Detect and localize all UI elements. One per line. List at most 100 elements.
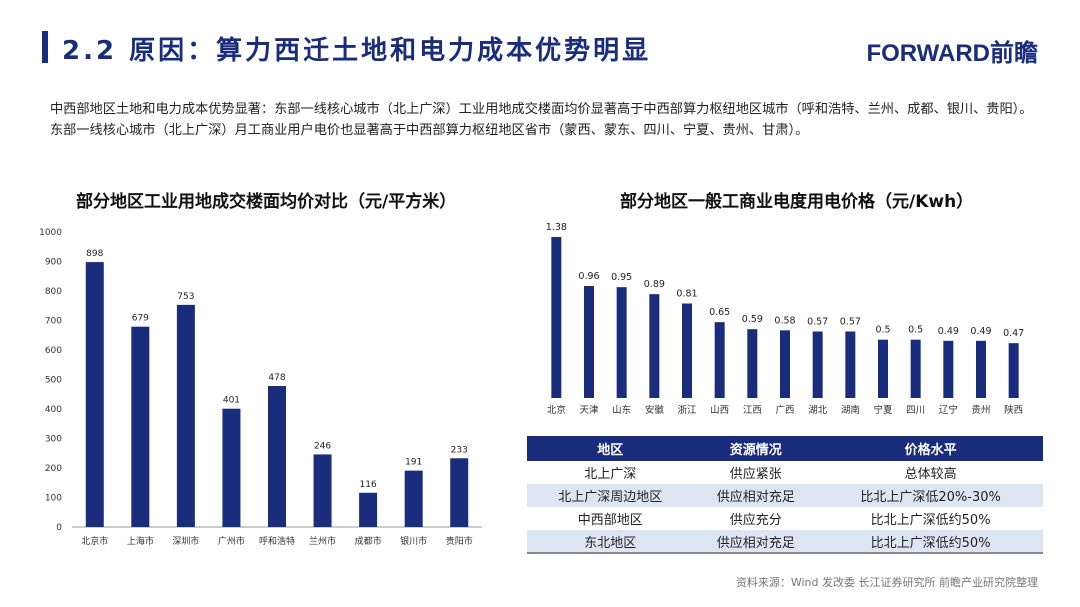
x-tick-label: 贵阳市: [446, 535, 473, 547]
bar: [976, 340, 986, 398]
cell: 北上广深周边地区: [527, 484, 694, 507]
table-header: 资源情况: [693, 436, 819, 461]
chart1-title: 部分地区工业用地成交楼面均价对比（元/平方米）: [76, 192, 457, 212]
data-label: 116: [360, 480, 377, 490]
y-tick-label: 0: [56, 523, 62, 533]
cell: 北上广深: [584, 467, 637, 482]
table-header: 价格水平: [818, 436, 1043, 461]
y-tick-label: 600: [45, 346, 62, 356]
source-note: 资料来源：Wind 发改委 长江证券研究所 前瞻产业研究院整理: [735, 576, 1038, 589]
table-row: 中西部地区 供应充分 比北上广深低约50%: [527, 507, 1043, 530]
bar: [910, 339, 921, 398]
bar: [649, 294, 660, 398]
cell: 供应充分: [729, 513, 782, 528]
bar: [878, 339, 888, 398]
bar: [131, 326, 150, 527]
data-label: 753: [177, 292, 194, 302]
cell: 比北上广深低约50%: [818, 530, 1043, 554]
data-label: 478: [268, 373, 285, 383]
bar: [359, 492, 378, 527]
data-label: 0.49: [970, 326, 991, 337]
table-row: 北上广深 供应紧张 总体较高: [527, 461, 1043, 484]
x-tick-label: 广州市: [218, 535, 245, 547]
bar: [85, 262, 104, 527]
data-label: 401: [223, 396, 240, 406]
x-tick-label: 辽宁: [939, 404, 958, 416]
x-tick-label: 湖北: [808, 405, 828, 416]
x-tick-label: 北京: [547, 404, 566, 416]
x-tick-label: 兰州市: [309, 535, 336, 547]
data-label: 679: [132, 314, 149, 324]
y-tick-label: 800: [45, 287, 62, 297]
data-label: 191: [405, 458, 422, 468]
cell: 供应相对充足: [693, 484, 819, 507]
data-label: 0.57: [807, 317, 828, 328]
cell: 比北上广深低20%-30%: [818, 484, 1043, 507]
x-tick-label: 山东: [612, 404, 631, 416]
y-tick-label: 300: [45, 435, 62, 445]
y-tick-label: 1000: [39, 228, 62, 238]
x-tick-label: 贵州: [971, 404, 990, 416]
x-tick-label: 深圳市: [172, 535, 199, 547]
data-label: 0.49: [938, 326, 959, 337]
x-tick-label: 成都市: [355, 535, 382, 547]
x-tick-label: 江西: [743, 405, 762, 416]
cell: 供应相对充足: [693, 530, 819, 554]
bar: [747, 329, 758, 398]
cell: 中西部地区: [577, 513, 643, 528]
bar: [714, 322, 725, 398]
data-label: 233: [451, 445, 468, 455]
bar: [222, 408, 241, 527]
data-label: 0.5: [875, 325, 890, 336]
bar: [551, 237, 562, 398]
chart2-title: 部分地区一般工商业电度用电价格（元/Kwh）: [620, 192, 974, 212]
forward-logo: FORWARD前瞻: [866, 40, 1038, 67]
cell: 比北上广深低约50%: [870, 513, 991, 528]
title-accent-bar: [42, 31, 48, 63]
bar: [682, 303, 692, 398]
x-tick-label: 上海市: [127, 535, 154, 547]
x-tick-label: 浙江: [677, 404, 697, 416]
x-tick-label: 天津: [579, 405, 599, 416]
bar: [780, 330, 790, 398]
bar: [943, 340, 954, 398]
x-tick-label: 山西: [710, 405, 729, 416]
data-label: 246: [314, 441, 331, 451]
cell: 总体较高: [904, 467, 957, 482]
y-tick-label: 500: [45, 376, 62, 386]
y-tick-label: 900: [45, 258, 62, 268]
page-title: 2.2 原因：算力西迁土地和电力成本优势明显: [62, 36, 652, 66]
intro-text: 中西部地区土地和电力成本优势显著：东部一线核心城市（北上广深）工业用地成交楼面均…: [50, 102, 1033, 138]
x-tick-label: 陕西: [1004, 404, 1023, 416]
data-label: 0.65: [709, 307, 730, 318]
y-tick-label: 700: [45, 317, 62, 327]
data-label: 0.57: [840, 317, 861, 328]
bar: [584, 286, 594, 398]
table-row: 北上广深周边地区 供应相对充足 比北上广深低20%-30%: [527, 484, 1043, 507]
x-tick-label: 四川: [906, 405, 925, 416]
x-tick-label: 北京市: [81, 535, 108, 547]
bar: [268, 385, 286, 527]
x-tick-label: 安徽: [645, 404, 665, 416]
x-tick-label: 银川市: [400, 535, 427, 547]
data-label: 0.81: [676, 289, 697, 300]
y-tick-label: 100: [45, 494, 62, 504]
x-tick-label: 呼和浩特: [259, 535, 295, 547]
bar: [616, 287, 627, 398]
cell: 东北地区: [527, 530, 694, 554]
y-tick-label: 400: [45, 405, 62, 415]
bar: [450, 458, 469, 527]
data-label: 0.58: [774, 315, 795, 326]
cell: 供应紧张: [729, 467, 782, 482]
x-tick-label: 湖南: [841, 404, 860, 416]
x-tick-label: 宁夏: [873, 404, 893, 416]
bar: [845, 331, 856, 398]
data-label: 0.59: [742, 314, 763, 325]
resource-table: 地区 资源情况 价格水平 北上广深 供应紧张 总体较高 北上广深周边地区 供应相对充足…: [527, 436, 1043, 554]
data-label: 898: [86, 249, 103, 259]
data-label: 0.96: [578, 271, 599, 282]
data-label: 0.95: [611, 272, 632, 283]
y-tick-label: 200: [45, 464, 62, 474]
bar: [404, 470, 423, 527]
